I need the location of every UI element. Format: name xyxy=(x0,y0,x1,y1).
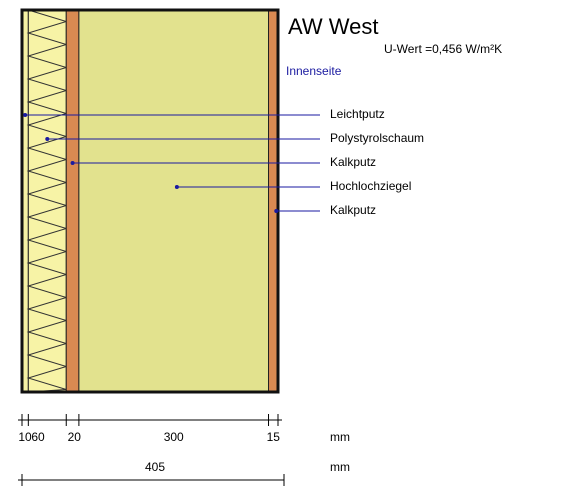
layer-label: Hochlochziegel xyxy=(330,179,411,193)
layer-label: Polystyrolschaum xyxy=(330,131,424,145)
dimension-label: 300 xyxy=(164,430,184,444)
layer-label: Kalkputz xyxy=(330,203,376,217)
total-label: 405 xyxy=(145,460,165,474)
layer xyxy=(65,9,80,393)
total-unit: mm xyxy=(330,460,350,474)
leader-dot xyxy=(45,137,50,141)
wall-outline xyxy=(20,8,280,394)
u-value: U-Wert =0,456 W/m²K xyxy=(384,42,502,56)
layer-label: Kalkputz xyxy=(330,155,376,169)
dimension-label: 60 xyxy=(31,430,45,444)
leader-dot xyxy=(174,185,179,189)
leader-dot xyxy=(274,209,279,213)
dimension-unit: mm xyxy=(330,430,350,444)
layer xyxy=(78,9,270,393)
layer-label: Leichtputz xyxy=(330,107,385,121)
dimension-label: 10 xyxy=(18,430,32,444)
leader-dot xyxy=(23,113,28,117)
inside-label: Innenseite xyxy=(286,64,342,78)
dimension-label: 15 xyxy=(267,430,281,444)
title: AW West xyxy=(288,14,378,39)
leader-dot xyxy=(70,161,75,165)
dimension-label: 20 xyxy=(68,430,82,444)
layer xyxy=(27,9,67,393)
